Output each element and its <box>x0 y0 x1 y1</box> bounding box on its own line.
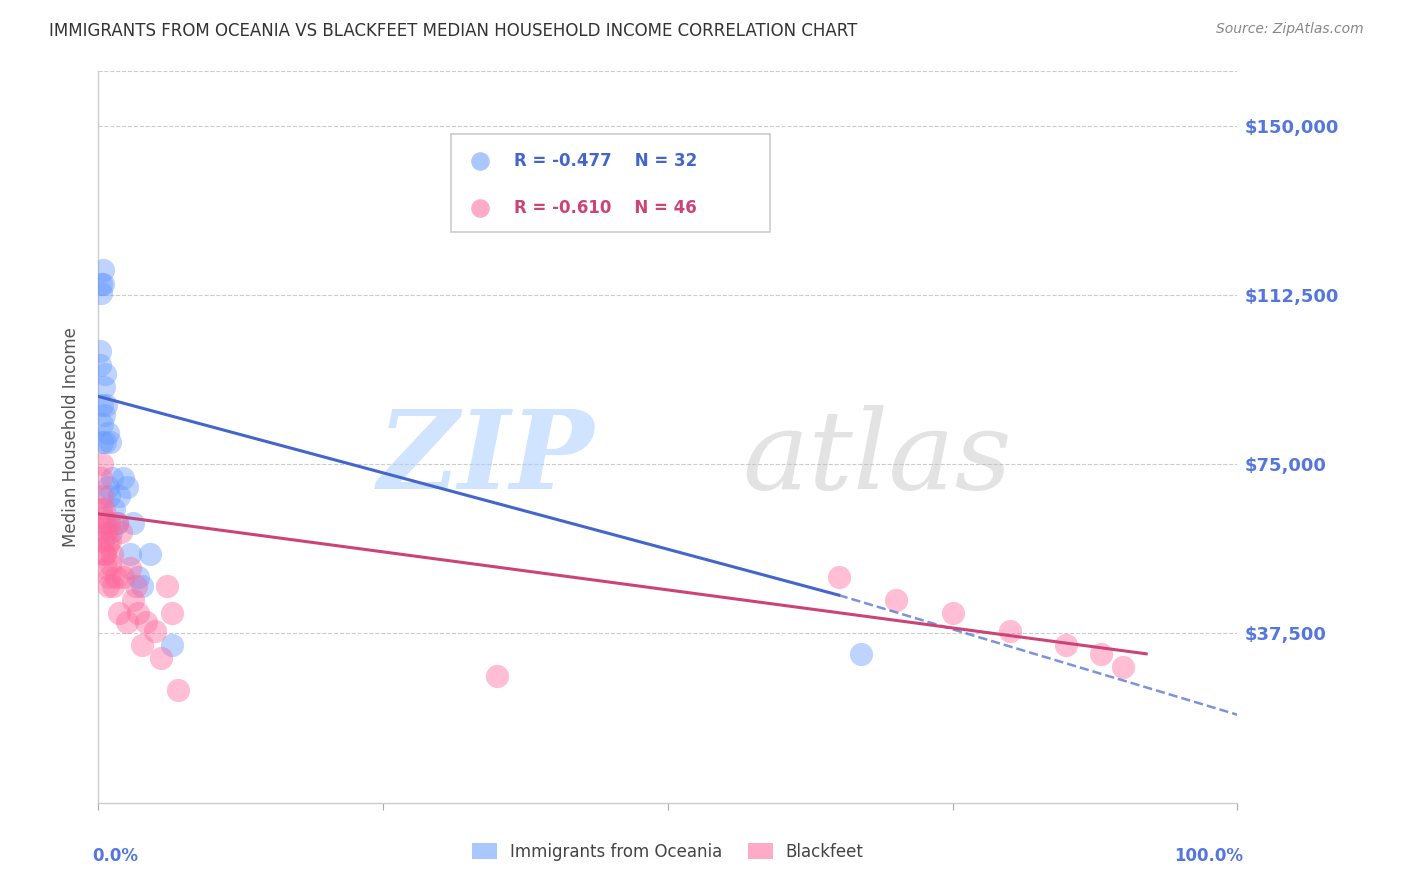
Point <box>90 489 112 503</box>
Text: 0.0%: 0.0% <box>93 847 139 864</box>
Point <box>100 524 122 539</box>
Point <box>91 263 114 277</box>
Text: IMMIGRANTS FROM OCEANIA VS BLACKFEET MEDIAN HOUSEHOLD INCOME CORRELATION CHART: IMMIGRANTS FROM OCEANIA VS BLACKFEET MED… <box>49 22 858 40</box>
Point <box>96 538 118 552</box>
Point <box>103 502 125 516</box>
Point <box>90 471 112 485</box>
Point <box>1112 660 1135 674</box>
Point <box>90 399 112 413</box>
Point <box>105 516 128 530</box>
Point <box>91 277 114 291</box>
Point <box>94 548 117 562</box>
Point <box>101 548 124 562</box>
Point <box>110 524 132 539</box>
Point <box>97 516 120 530</box>
Point <box>145 624 167 639</box>
Point <box>468 796 491 810</box>
Point <box>89 358 111 372</box>
Point <box>135 615 157 630</box>
Y-axis label: Median Household Income: Median Household Income <box>62 327 80 547</box>
Point <box>98 434 121 449</box>
Point <box>94 516 117 530</box>
Point <box>125 579 148 593</box>
Point <box>120 561 142 575</box>
Point <box>998 624 1021 639</box>
Point <box>89 344 111 359</box>
Text: R = -0.610    N = 46: R = -0.610 N = 46 <box>515 199 697 217</box>
Point <box>90 285 112 300</box>
Point <box>127 570 149 584</box>
Point <box>108 489 131 503</box>
Point <box>90 417 112 431</box>
Legend: Immigrants from Oceania, Blackfeet: Immigrants from Oceania, Blackfeet <box>465 837 870 868</box>
Point <box>1054 638 1078 652</box>
Point <box>104 570 127 584</box>
Point <box>115 480 138 494</box>
Point <box>96 561 118 575</box>
Point <box>98 533 121 548</box>
Point <box>93 502 115 516</box>
Point <box>884 592 907 607</box>
FancyBboxPatch shape <box>451 134 770 232</box>
Point <box>103 579 125 593</box>
Point <box>93 548 115 562</box>
Point <box>120 548 142 562</box>
Point <box>942 606 965 620</box>
Text: R = -0.477    N = 32: R = -0.477 N = 32 <box>515 153 697 170</box>
Point <box>90 457 112 471</box>
Point <box>115 615 138 630</box>
Point <box>156 579 179 593</box>
Point <box>150 651 173 665</box>
Point <box>90 434 112 449</box>
Point <box>121 592 143 607</box>
Point <box>105 516 128 530</box>
Point <box>97 489 120 503</box>
Point <box>112 570 135 584</box>
Point <box>96 399 118 413</box>
Point <box>108 606 131 620</box>
Point <box>91 511 114 525</box>
Point <box>112 471 135 485</box>
Point <box>131 579 153 593</box>
Point <box>1090 647 1112 661</box>
Point <box>851 647 873 661</box>
Point <box>89 524 111 539</box>
Point <box>93 380 115 394</box>
Point <box>94 434 117 449</box>
Point <box>138 548 160 562</box>
Text: atlas: atlas <box>742 405 1011 513</box>
Point <box>121 516 143 530</box>
Point <box>98 557 121 571</box>
Point <box>96 480 118 494</box>
Point <box>96 579 118 593</box>
Point <box>101 471 124 485</box>
Point <box>162 606 184 620</box>
Point <box>127 606 149 620</box>
Point <box>93 408 115 422</box>
Point <box>94 367 117 381</box>
Point <box>90 277 112 291</box>
Point <box>162 638 184 652</box>
Point <box>90 502 112 516</box>
Point <box>91 533 114 548</box>
Point <box>828 570 851 584</box>
Point <box>167 682 190 697</box>
Point <box>131 638 153 652</box>
Point <box>96 425 118 440</box>
Point <box>97 570 120 584</box>
Point <box>486 669 509 683</box>
Text: ZIP: ZIP <box>377 405 593 513</box>
Text: 100.0%: 100.0% <box>1174 847 1243 864</box>
Point <box>96 524 118 539</box>
Text: Source: ZipAtlas.com: Source: ZipAtlas.com <box>1216 22 1364 37</box>
Point <box>468 796 491 810</box>
